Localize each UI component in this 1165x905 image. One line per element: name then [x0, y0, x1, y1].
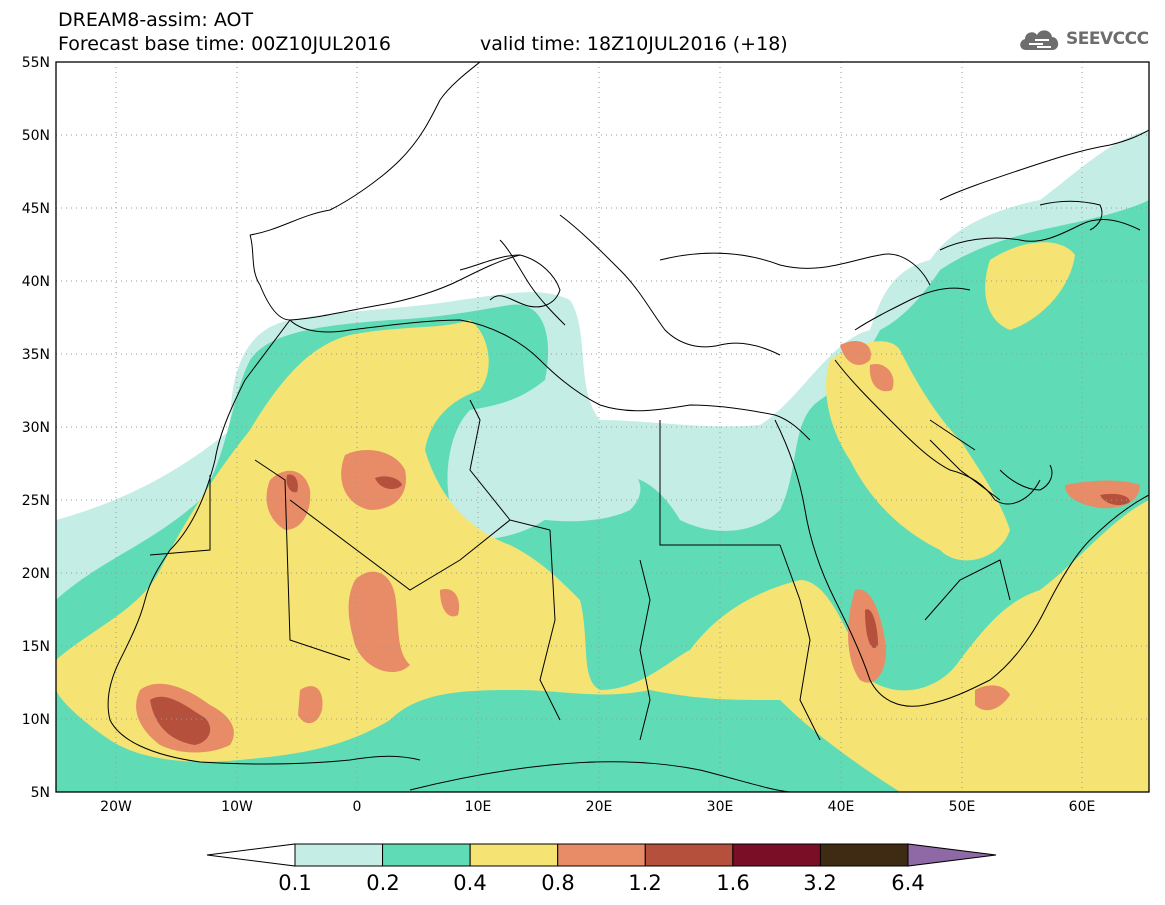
colorbar-label: 1.2: [628, 871, 661, 895]
colorbar-label: 0.8: [541, 871, 574, 895]
colorbar-label: 6.4: [891, 871, 924, 895]
lat-label: 10N: [22, 712, 50, 728]
colorbar-cell: [732, 843, 821, 867]
colorbar-low-arrow: [206, 843, 296, 867]
forecast-base-time: Forecast base time: 00Z10JUL2016: [58, 33, 391, 55]
colorbar-cells: [294, 843, 909, 867]
lat-label: 25N: [22, 493, 50, 509]
lat-label: 50N: [22, 128, 50, 144]
lat-label: 55N: [22, 55, 50, 71]
map-title: DREAM8-assim: AOT: [58, 9, 254, 31]
coastlines: [107, 62, 1149, 792]
lon-label: 20E: [586, 799, 613, 815]
colorbar-label: 0.2: [366, 871, 399, 895]
colorbar-cell: [557, 843, 646, 867]
colorbar-labels: 0.1 0.2 0.4 0.8 1.2 1.6 3.2 6.4: [278, 871, 924, 895]
colorbar-label: 1.6: [716, 871, 749, 895]
lat-label: 5N: [31, 785, 50, 801]
logo-text: SEEVCCC: [1066, 29, 1149, 49]
colorbar-label: 0.1: [278, 871, 311, 895]
colorbar-cell: [382, 843, 471, 867]
lon-label: 10E: [465, 799, 492, 815]
lon-label: 40E: [828, 799, 855, 815]
cloud-icon: [1020, 30, 1059, 50]
graticule: [56, 62, 1149, 792]
lon-label: 60E: [1069, 799, 1096, 815]
lon-label: 10W: [221, 799, 253, 815]
lon-label: 50E: [949, 799, 976, 815]
map-frame: [55, 61, 1150, 793]
colorbar-label: 3.2: [803, 871, 836, 895]
lon-labels: 20W 10W 0 10E 20E 30E 40E 50E 60E: [100, 799, 1095, 815]
lat-label: 20N: [22, 566, 50, 582]
lat-label: 45N: [22, 201, 50, 217]
colorbar-high-arrow: [907, 843, 997, 867]
lon-label: 30E: [707, 799, 734, 815]
colorbar-cell: [644, 843, 734, 867]
colorbar-cell: [294, 843, 384, 867]
colorbar-cell: [469, 843, 559, 867]
colorbar-label: 0.4: [453, 871, 486, 895]
seevccc-logo: SEEVCCC: [1017, 24, 1149, 54]
aot-band-0.4: [56, 242, 1149, 792]
colorbar-cell: [819, 843, 909, 867]
lat-label: 40N: [22, 274, 50, 290]
aot-band-1.2: [150, 474, 1130, 745]
lon-label: 20W: [100, 799, 132, 815]
lat-label: 35N: [22, 347, 50, 363]
valid-time: valid time: 18Z10JUL2016 (+18): [480, 33, 788, 55]
lon-label: 0: [353, 799, 362, 815]
lat-label: 15N: [22, 639, 50, 655]
lat-labels: 55N 50N 45N 40N 35N 30N 25N 20N 15N 10N …: [22, 55, 50, 801]
lat-label: 30N: [22, 420, 50, 436]
